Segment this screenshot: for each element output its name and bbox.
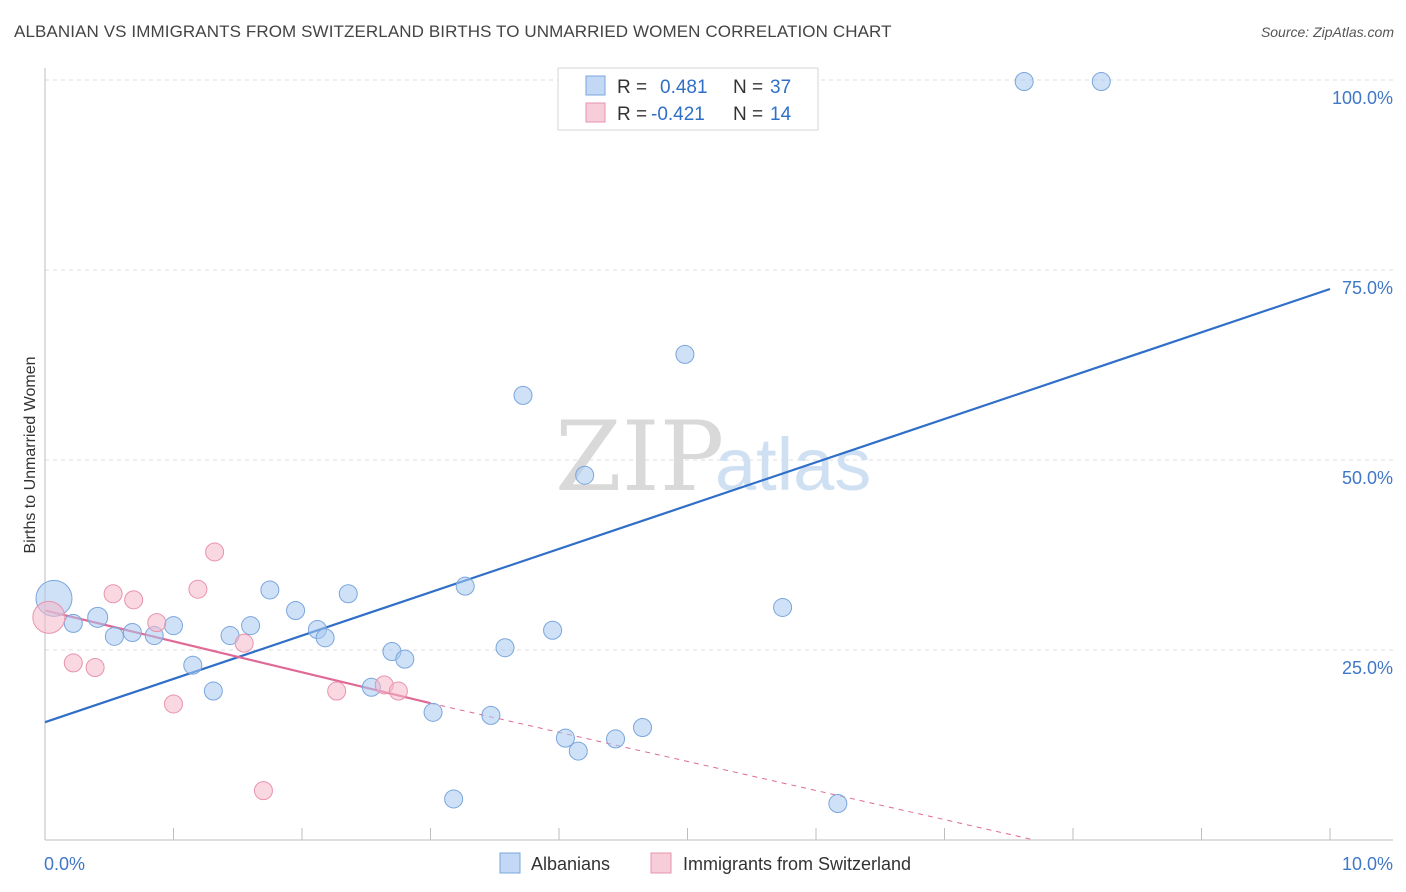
- data-point-switzerland: [124, 590, 144, 610]
- watermark-zip: ZIP: [555, 401, 724, 513]
- data-point-switzerland: [188, 579, 208, 599]
- legend-r-value: -0.421: [651, 104, 705, 125]
- y-tick-label: 25.0%: [1342, 658, 1393, 678]
- legend-bottom-swatch-switzerland: [650, 852, 672, 874]
- y-tick-label: 100.0%: [1332, 88, 1393, 108]
- axes: [44, 68, 1393, 841]
- x-tick-labels: 0.0% 10.0%: [44, 854, 1393, 874]
- data-point-albanians: [241, 616, 261, 636]
- watermark-atlas: atlas: [715, 423, 871, 506]
- data-point-albanians: [315, 628, 335, 648]
- data-point-albanians: [675, 344, 695, 364]
- legend-r-label: R =: [617, 104, 647, 125]
- data-point-switzerland: [63, 653, 83, 673]
- data-point-albanians: [555, 728, 575, 748]
- data-point-switzerland: [253, 781, 273, 801]
- data-point-switzerland: [205, 542, 225, 562]
- data-points: [32, 70, 1111, 814]
- legend-top: R = 0.481 N = 37 R = -0.421 N = 14: [557, 67, 819, 131]
- x-tick-label: 10.0%: [1342, 854, 1393, 874]
- legend-bottom-label-albanians: Albanians: [531, 854, 610, 874]
- legend-n-label: N =: [733, 77, 763, 98]
- legend-r-label: R =: [617, 77, 647, 98]
- data-point-switzerland: [327, 681, 347, 701]
- trend-line-0: [44, 287, 1331, 724]
- x-tick-label: 0.0%: [44, 854, 85, 874]
- data-point-albanians: [455, 576, 475, 596]
- data-point-albanians: [164, 616, 183, 636]
- data-point-albanians: [1014, 72, 1034, 92]
- data-point-albanians: [543, 620, 563, 640]
- data-point-albanians: [286, 600, 306, 620]
- y-tick-labels: 25.0% 50.0% 75.0% 100.0%: [1332, 88, 1393, 678]
- legend-n-value: 14: [770, 104, 792, 125]
- data-point-albanians: [481, 705, 501, 725]
- legend-n-label: N =: [733, 104, 763, 125]
- data-point-albanians: [63, 613, 83, 633]
- data-point-albanians: [183, 655, 203, 675]
- watermark: ZIP atlas: [555, 401, 871, 513]
- chart-title: ALBANIAN VS IMMIGRANTS FROM SWITZERLAND …: [14, 22, 892, 41]
- data-point-albanians: [122, 623, 142, 643]
- data-point-switzerland: [147, 613, 167, 633]
- data-point-albanians: [260, 580, 280, 600]
- y-tick-label: 75.0%: [1342, 278, 1393, 298]
- legend-bottom: Albanians Immigrants from Switzerland: [499, 852, 911, 874]
- data-point-albanians: [633, 718, 653, 738]
- legend-bottom-label-switzerland: Immigrants from Switzerland: [683, 854, 911, 874]
- legend-swatch-switzerland: [585, 102, 606, 123]
- trend-lines: [44, 287, 1331, 841]
- data-point-albanians: [423, 702, 443, 722]
- data-point-albanians: [568, 741, 588, 761]
- data-point-albanians: [444, 789, 464, 809]
- data-point-albanians: [87, 606, 109, 628]
- data-point-albanians: [513, 385, 533, 405]
- data-point-albanians: [575, 465, 595, 485]
- data-point-albanians: [495, 638, 515, 658]
- data-point-switzerland: [103, 584, 123, 604]
- data-point-switzerland: [234, 633, 254, 653]
- data-point-switzerland: [164, 694, 183, 714]
- legend-n-value: 37: [770, 77, 791, 98]
- trend-line-extension-1: [430, 702, 1035, 841]
- gridlines: [45, 79, 1393, 651]
- data-point-albanians: [395, 649, 415, 669]
- data-point-albanians: [773, 597, 793, 617]
- y-tick-label: 50.0%: [1342, 468, 1393, 488]
- y-axis-title: Births to Unmarried Women: [22, 356, 39, 553]
- data-point-switzerland: [388, 681, 408, 701]
- data-point-albanians: [203, 681, 223, 701]
- data-point-albanians: [606, 729, 626, 749]
- legend-swatch-albanians: [585, 75, 606, 96]
- legend-bottom-swatch-albanians: [499, 852, 521, 874]
- source-label: Source: ZipAtlas.com: [1260, 24, 1394, 40]
- data-point-switzerland: [32, 600, 66, 634]
- data-point-switzerland: [85, 657, 105, 677]
- legend-r-value: 0.481: [660, 77, 708, 98]
- data-point-albanians: [104, 626, 124, 646]
- data-point-albanians: [338, 584, 358, 604]
- data-point-albanians: [828, 794, 848, 814]
- data-point-albanians: [1091, 72, 1111, 92]
